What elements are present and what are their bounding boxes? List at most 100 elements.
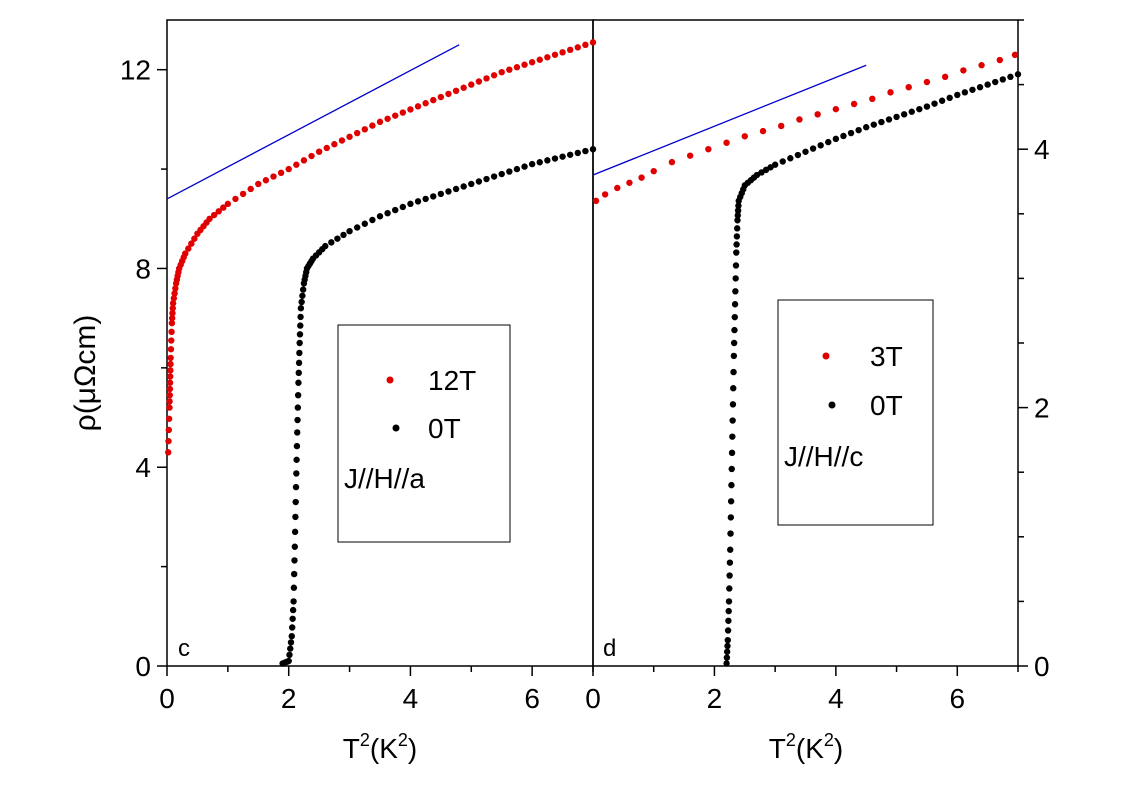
point-c-12T-15-1: [353, 129, 361, 137]
point-d-0T-5-2: [730, 385, 737, 392]
point-c-0T-2-1: [289, 624, 296, 631]
point-c-12T-13-1: [293, 161, 300, 168]
y-tick-label-d-0: 0: [1034, 651, 1050, 682]
point-c-0T-21-3: [582, 147, 589, 155]
point-d-3T-12: [778, 122, 785, 130]
point-c-12T-0-1: [165, 437, 172, 445]
point-c-12T-15-2: [361, 126, 368, 133]
point-d-3T-1: [601, 191, 609, 198]
point-d-0T-8: [733, 249, 740, 256]
y-tick-label-d-2: 4: [1034, 134, 1050, 165]
panel-c-ticks: 0 2 4 6 0 4 8 12: [120, 55, 594, 714]
point-c-12T-19-2: [483, 75, 490, 82]
point-d-0T-9-2: [734, 207, 742, 214]
point-c-0T-16-1: [414, 198, 422, 205]
point-c-0T-7-1: [295, 369, 302, 377]
point-c-0T-15-3: [399, 203, 407, 211]
point-c-12T-5-1: [170, 295, 178, 302]
point-c-12T-14-1: [323, 144, 330, 152]
x-tick-label-d-2: 4: [828, 683, 844, 714]
point-c-12T-4-2: [169, 309, 176, 317]
point-d-0T-20: [984, 81, 991, 88]
x-axis-title-c-sup2: 2: [398, 730, 408, 750]
point-c-12T-19-3: [490, 72, 498, 79]
point-c-12T-8: [182, 250, 189, 257]
point-c-0T-18-3: [490, 173, 498, 180]
panel-d-points: [592, 51, 1022, 667]
point-c-12T-12-3: [277, 169, 285, 177]
point-c-12T-16-3: [399, 109, 407, 116]
point-c-12T-1-3: [166, 385, 174, 393]
legend-c-label-0: 12T: [428, 365, 476, 396]
point-d-3T-17: [869, 95, 876, 103]
point-d-3T-4: [638, 174, 645, 181]
point-c-12T-0: [165, 449, 172, 456]
point-c-0T-7-2: [295, 359, 303, 367]
point-c-0T-6-3: [294, 391, 302, 399]
point-d-3T-9: [723, 139, 730, 146]
point-d-0T-1: [724, 636, 731, 644]
point-d-3T-8: [705, 146, 712, 153]
point-c-12T-13: [285, 165, 292, 173]
point-d-0T-16-2: [878, 118, 885, 126]
point-c-12T-11: [224, 200, 232, 208]
point-d-0T-5-1: [729, 401, 737, 408]
point-c-0T-7: [295, 379, 302, 386]
point-d-0T-3-3: [727, 498, 735, 505]
point-d-3T-6: [668, 158, 676, 166]
point-c-0T-4-1: [291, 528, 299, 536]
point-d-0T-16-1: [870, 121, 878, 128]
point-c-12T-21-1: [536, 56, 543, 63]
point-c-12T-16: [376, 118, 384, 126]
point-d-0T-19-2: [969, 86, 976, 93]
x-axis-title-c-mid: (K: [370, 733, 398, 764]
point-c-0T-9: [297, 305, 305, 312]
point-c-0T-8: [296, 339, 303, 347]
legend-c: 12T 0T J//H//a: [337, 324, 511, 543]
point-c-12T-18: [437, 93, 445, 101]
point-c-0T-9-3: [299, 286, 307, 293]
point-d-0T-1-2: [725, 617, 732, 624]
point-c-12T-22-1: [566, 46, 574, 54]
point-d-0T-8-3: [733, 225, 741, 232]
y-tick-label-c-1: 4: [135, 452, 151, 483]
point-c-0T-1-3: [287, 639, 295, 646]
point-d-0T-0-1: [723, 654, 731, 661]
point-c-0T-1: [285, 657, 292, 665]
x-tick-label-c-2: 4: [403, 683, 419, 714]
point-d-0T-4-2: [728, 449, 736, 457]
point-c-0T-13-2: [334, 235, 341, 242]
legend-d-marker-0: [822, 352, 830, 360]
y-axis-title: ρ(μΩcm): [69, 315, 102, 432]
point-d-0T-18-2: [938, 97, 946, 104]
point-c-0T-14-2: [361, 220, 368, 227]
point-c-12T-4: [168, 319, 176, 327]
point-d-0T-17-2: [908, 108, 915, 115]
point-c-12T-15: [346, 133, 353, 140]
point-c-12T-4-1: [168, 314, 176, 322]
point-d-0T-19-1: [961, 89, 969, 96]
point-d-0T-17-1: [900, 111, 908, 118]
point-c-12T-22-3: [582, 41, 589, 49]
point-c-12T-22: [559, 49, 566, 56]
point-c-12T-20-2: [513, 64, 521, 71]
point-c-0T-2-2: [289, 615, 296, 622]
legend-c-note: J//H//a: [344, 463, 425, 494]
point-d-0T-5: [729, 417, 736, 424]
point-c-0T-3-3: [291, 557, 298, 564]
point-c-0T-2-3: [289, 606, 297, 614]
point-c-0T-15-2: [392, 206, 399, 214]
point-c-12T-17: [407, 106, 414, 113]
point-c-0T-16: [407, 200, 414, 208]
point-c-12T-20-3: [521, 61, 528, 68]
legend-c-box: [337, 324, 511, 543]
point-c-12T-3: [167, 354, 174, 362]
point-c-0T-1-1: [286, 651, 293, 659]
legend-c-marker-1: [392, 424, 400, 432]
x-axis-title-d-base: T: [769, 733, 786, 764]
point-d-0T-15-3: [855, 126, 862, 134]
point-d-3T-3: [626, 179, 633, 186]
point-c-0T-13-1: [328, 239, 335, 246]
point-c-12T-16-1: [384, 115, 391, 122]
x-axis-title-c-end: ): [408, 733, 417, 764]
